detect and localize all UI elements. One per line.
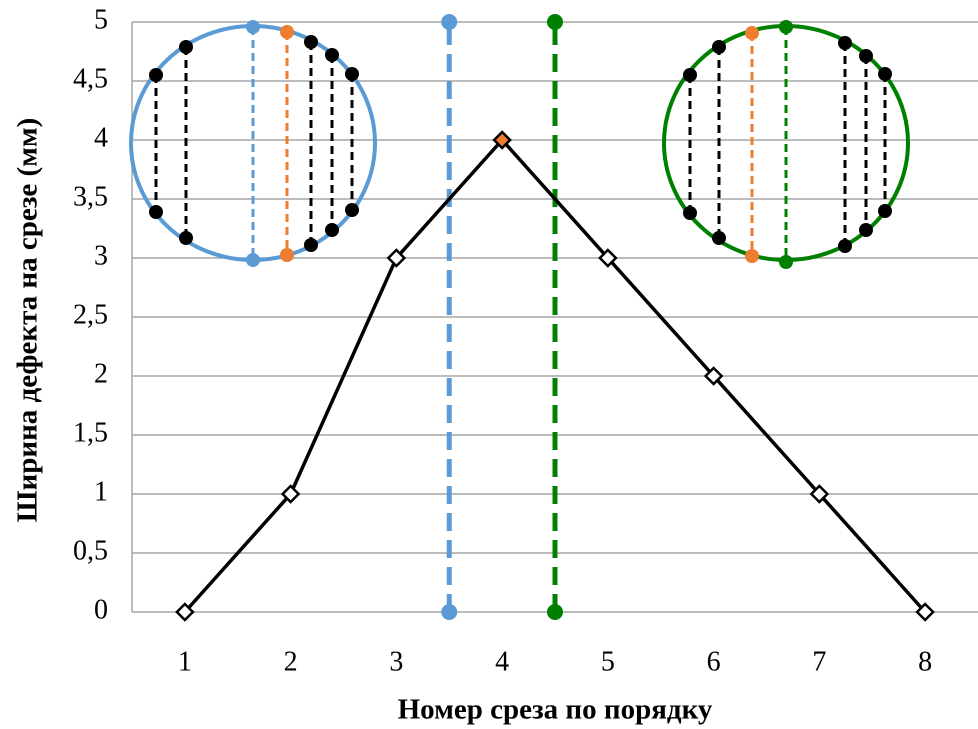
y-tick-label: 5 <box>94 4 108 35</box>
x-tick-label: 6 <box>707 646 721 677</box>
y-axis-title: Ширина дефекта на срезе (мм) <box>12 118 44 523</box>
y-tick-label: 4,5 <box>73 63 108 94</box>
x-tick-label: 3 <box>389 646 403 677</box>
y-tick-label: 3 <box>94 240 108 271</box>
x-tick-label: 5 <box>601 646 615 677</box>
x-tick-label: 1 <box>178 646 192 677</box>
y-tick-label: 0 <box>94 594 108 625</box>
x-axis-title: Номер среза по порядку <box>398 694 713 726</box>
x-tick-label: 8 <box>918 646 932 677</box>
y-tick-label: 1,5 <box>73 417 108 448</box>
reference-dot <box>441 604 457 620</box>
reference-dot <box>547 604 563 620</box>
y-tick-label: 1 <box>94 476 108 507</box>
reference-dot <box>441 14 457 30</box>
right-inset <box>664 20 908 269</box>
left-inset <box>131 20 375 267</box>
x-tick-label: 2 <box>284 646 298 677</box>
y-tick-label: 3,5 <box>73 181 108 212</box>
reference-dot <box>547 14 563 30</box>
x-tick-label: 4 <box>495 646 509 677</box>
y-tick-label: 0,5 <box>73 535 108 566</box>
y-tick-label: 2 <box>94 358 108 389</box>
chart: Номер среза по порядку Ширина дефекта на… <box>0 0 978 729</box>
y-tick-label: 2,5 <box>73 299 108 330</box>
y-tick-label: 4 <box>94 122 108 153</box>
x-tick-label: 7 <box>812 646 826 677</box>
